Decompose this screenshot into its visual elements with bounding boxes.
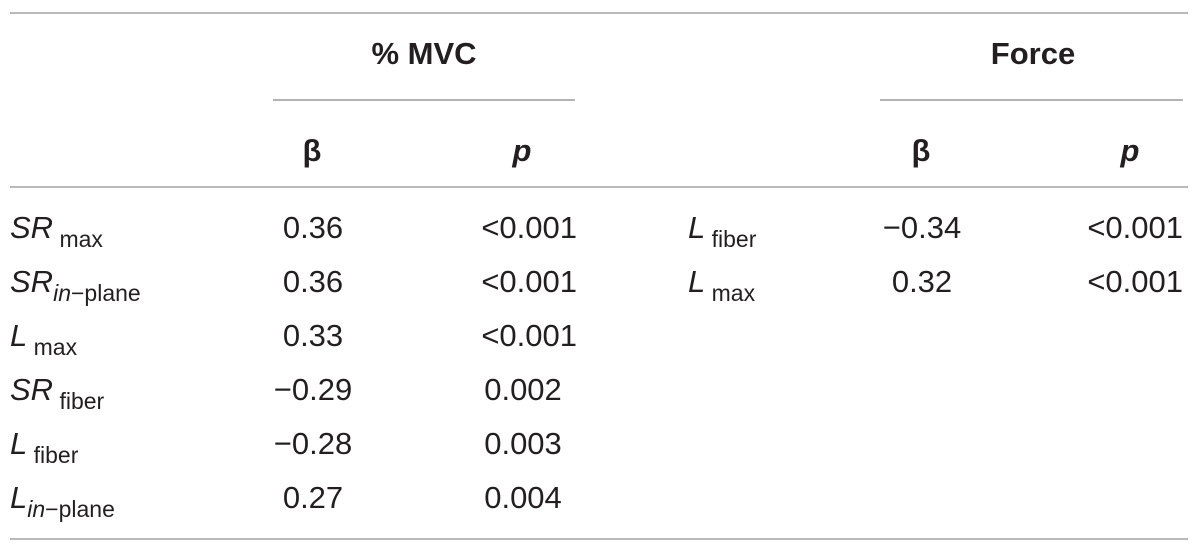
table-row-mvc-5-p: 0.003	[484, 426, 562, 461]
table-row-mvc-4-var: SR fiber	[10, 372, 105, 414]
bottom-rule	[10, 538, 1188, 540]
table-row-mvc-1-var: SR max	[10, 210, 103, 252]
table-row-mvc-3-p: <0.001	[481, 318, 577, 353]
table-row-mvc-1-beta: 0.36	[282, 210, 344, 245]
table-row-mvc-6-p: 0.004	[484, 480, 562, 515]
table-row-mvc-2-p: <0.001	[481, 264, 577, 299]
force-group-header: Force	[990, 36, 1076, 71]
table-row-mvc-4-p: 0.002	[484, 372, 562, 407]
table-row-mvc-3-beta: 0.33	[282, 318, 344, 353]
mvc-beta-header: β	[302, 133, 322, 168]
table-row-mvc-6-beta: 0.27	[282, 480, 344, 515]
table-row-force-1-p: <0.001	[1087, 210, 1183, 245]
table-row-force-2-p: <0.001	[1087, 264, 1183, 299]
table-row-mvc-3-var: L max	[10, 318, 78, 360]
table-row-mvc-2-beta: 0.36	[282, 264, 344, 299]
mvc-group-header: % MVC	[371, 36, 477, 71]
table-row-force-2-var: L max	[688, 264, 756, 306]
force-p-header: p	[1120, 133, 1140, 168]
force-group-rule	[880, 99, 1183, 101]
table-row-force-2-beta: 0.32	[891, 264, 953, 299]
table-row-mvc-5-beta: −0.28	[273, 426, 353, 461]
table-row-mvc-6-var: Lin−plane	[10, 480, 115, 522]
table-row-force-1-var: L fiber	[688, 210, 757, 252]
force-beta-header: β	[911, 133, 931, 168]
mvc-group-rule	[273, 99, 575, 101]
table-row-mvc-4-beta: −0.29	[273, 372, 353, 407]
table-row-mvc-5-var: L fiber	[10, 426, 79, 468]
mvc-p-header: p	[512, 133, 532, 168]
top-rule	[10, 12, 1188, 14]
table-row-mvc-2-var: SRin−plane	[10, 264, 141, 306]
header-rule	[10, 186, 1188, 188]
table-row-mvc-1-p: <0.001	[481, 210, 577, 245]
table-row-force-1-beta: −0.34	[882, 210, 962, 245]
